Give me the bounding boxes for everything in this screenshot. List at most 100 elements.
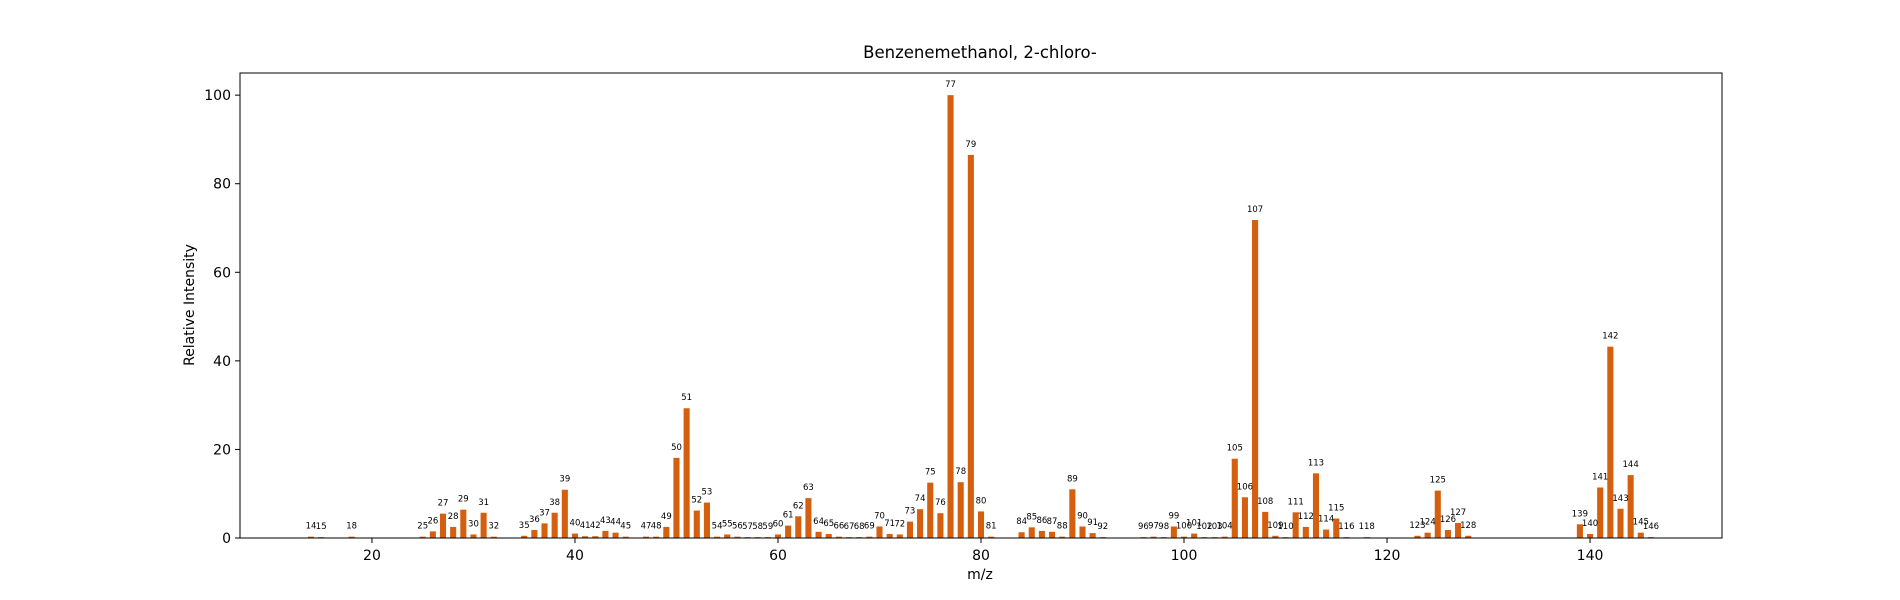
bar-mz-79 [967,154,974,538]
bar-mz-114 [1323,529,1330,538]
peak-label-110: 110 [1277,522,1293,532]
peak-label-48: 48 [651,522,662,532]
bar-mz-143 [1617,508,1624,538]
peak-label-36: 36 [529,515,540,525]
peak-label-54: 54 [712,522,723,532]
bar-mz-44 [612,532,619,538]
bar-mz-14 [308,536,315,538]
bar-mz-88 [1059,536,1066,538]
bar-mz-99 [1170,526,1177,538]
bar-mz-145 [1637,532,1644,538]
bar-mz-97 [1150,536,1157,538]
bar-mz-74 [917,509,924,538]
bar-mz-80 [977,511,985,538]
bar-mz-113 [1312,473,1320,538]
x-axis-label: m/z [967,567,993,583]
peak-label-75: 75 [925,468,936,478]
peak-label-74: 74 [915,494,926,504]
peak-label-61: 61 [783,511,794,521]
bar-mz-26 [429,531,436,538]
bar-mz-73 [906,521,913,538]
bar-mz-76 [937,513,944,538]
peak-label-29: 29 [458,495,469,505]
bar-mz-89 [1069,489,1076,538]
peak-label-47: 47 [641,522,652,532]
peak-label-144: 144 [1623,460,1639,470]
peak-label-141: 141 [1592,473,1608,483]
bar-mz-77 [947,95,954,539]
peak-label-38: 38 [549,498,560,508]
x-tick-label: 80 [972,548,990,564]
peak-label-31: 31 [478,498,489,508]
bar-mz-56 [734,536,741,538]
peak-label-81: 81 [986,522,997,532]
peak-label-146: 146 [1643,522,1659,532]
bar-mz-123 [1414,535,1421,538]
bar-mz-109 [1272,535,1279,538]
peak-label-128: 128 [1460,521,1476,531]
peak-label-51: 51 [681,393,692,403]
peak-label-37: 37 [539,508,550,518]
bar-mz-30 [470,534,477,538]
bar-mz-100 [1180,536,1188,538]
peak-label-39: 39 [559,475,570,485]
peak-label-92: 92 [1097,522,1108,532]
y-tick-label: 80 [213,177,231,193]
peak-label-30: 30 [468,519,479,529]
bar-mz-38 [551,512,558,538]
peak-label-124: 124 [1420,518,1436,528]
bar-mz-65 [825,534,832,538]
bar-mz-32 [490,536,497,538]
peak-label-99: 99 [1168,511,1179,521]
peak-label-106: 106 [1237,482,1253,492]
peak-label-63: 63 [803,483,814,493]
bar-mz-141 [1597,487,1604,538]
bar-mz-91 [1089,533,1096,538]
bar-mz-84 [1018,532,1025,538]
x-tick-label: 100 [1171,548,1198,564]
y-tick-label: 0 [222,531,231,547]
peak-label-88: 88 [1057,522,1068,532]
bar-mz-47 [642,536,650,538]
peak-label-125: 125 [1430,476,1446,486]
peak-label-103: 103 [1206,522,1222,532]
bar-mz-105 [1231,458,1238,538]
x-tick-label: 140 [1577,548,1604,564]
peak-label-50: 50 [671,443,682,453]
peak-label-77: 77 [945,80,956,90]
chart-title: Benzenemethanol, 2-chloro- [863,43,1097,62]
bar-mz-111 [1292,512,1299,538]
x-tick-label: 40 [566,548,584,564]
peak-label-67: 67 [844,522,855,532]
peak-label-60: 60 [773,519,784,529]
peak-label-139: 139 [1572,509,1588,519]
bar-mz-70 [876,526,883,538]
peak-label-142: 142 [1602,332,1618,342]
peak-label-85: 85 [1026,512,1037,522]
peak-label-52: 52 [691,496,702,506]
peak-label-145: 145 [1633,518,1649,528]
bar-mz-45 [622,536,629,538]
bar-mz-78 [957,482,964,538]
peak-label-78: 78 [955,467,966,477]
y-tick-label: 100 [204,88,231,104]
peak-label-59: 59 [762,522,773,532]
peak-label-26: 26 [427,516,438,526]
peak-label-140: 140 [1582,519,1598,529]
bar-mz-86 [1038,530,1045,538]
peak-label-143: 143 [1612,494,1628,504]
peak-label-91: 91 [1087,518,1098,528]
peak-label-45: 45 [620,522,631,532]
bar-mz-75 [927,482,934,538]
peak-label-40: 40 [570,519,581,529]
bar-mz-104 [1221,536,1228,538]
bar-mz-18 [348,536,355,538]
bar-mz-61 [785,525,792,538]
bar-mz-81 [988,536,995,538]
peak-label-18: 18 [346,522,357,532]
bar-mz-139 [1576,524,1583,538]
bar-mz-29 [460,509,467,538]
bar-mz-36 [531,530,538,538]
bar-mz-124 [1424,532,1431,538]
